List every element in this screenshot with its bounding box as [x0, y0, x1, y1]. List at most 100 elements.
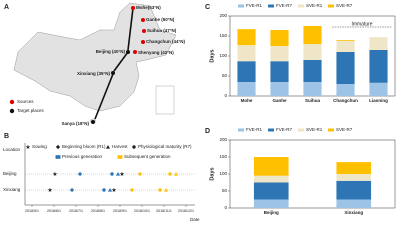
bar-segment — [369, 82, 388, 96]
annotation: Immature — [351, 21, 372, 27]
bar-segment — [336, 180, 372, 200]
bar-segment — [303, 60, 322, 82]
legend-swatch — [328, 4, 334, 8]
event-marker — [174, 172, 178, 176]
x-axis-label: Date — [190, 217, 200, 222]
bar-segment — [253, 182, 289, 200]
x-tick-label: Suihua — [305, 98, 320, 103]
panel-label: D — [205, 128, 210, 135]
bar-segment — [270, 46, 289, 62]
legend-swatch — [55, 144, 61, 150]
x-tick-label: 2018/11/1 — [156, 209, 172, 213]
source-dots — [131, 6, 146, 54]
x-tick-label: 2018/5/1 — [25, 209, 39, 213]
y-tick-label: 200 — [219, 137, 227, 142]
bar-segment — [253, 199, 289, 208]
bar-segment — [303, 26, 322, 44]
place-label: Ganhe (50°N) — [146, 17, 175, 22]
event-marker — [158, 188, 162, 192]
legend-swatch — [117, 155, 123, 159]
bar-segment — [237, 29, 256, 46]
legend-swatch — [268, 4, 274, 8]
x-tick-label: 2018/8/1 — [91, 209, 105, 213]
legend-swatch — [298, 4, 304, 8]
y-tick-label: 200 — [219, 13, 227, 18]
legend-label: Target places — [17, 108, 45, 113]
place-label: Xinxiang (35°N) — [77, 71, 111, 76]
bar-segment — [336, 162, 372, 174]
x-tick-label: Ganhe — [272, 98, 287, 103]
x-tick-label: Xinxiang — [344, 210, 363, 215]
place-label: Beijing (40°N) — [96, 49, 126, 54]
legend-label: Sources — [17, 99, 34, 104]
bar-segment — [237, 61, 256, 82]
y-tick-label: 0 — [224, 205, 227, 210]
y-tick-label: 50 — [222, 188, 228, 193]
bar-segment — [369, 37, 388, 50]
bar-segment — [270, 82, 289, 96]
y-axis-label: Days — [209, 167, 215, 180]
y-tick-label: 0 — [224, 93, 227, 98]
x-tick-label: Liaoning — [369, 98, 388, 103]
panel-label: B — [4, 133, 9, 140]
x-tick-label: 2018/6/1 — [47, 209, 61, 213]
timeline-marks: ★ Sowing Beginning bloom (R1) Harvest Physio… — [25, 144, 195, 213]
event-marker — [137, 171, 143, 177]
country-outline — [13, 2, 177, 112]
place-label: Changchun (44°N) — [146, 39, 186, 44]
event-marker — [110, 172, 114, 176]
legend-label: Previous generation — [62, 154, 103, 159]
row-label: Xinxiang — [3, 187, 21, 192]
charts: C Days FVE-R1 FVE-R7 SVE-R1 SVE-R7 0 50 100 150 20… — [205, 3, 396, 215]
legend-label: FVE-R7 — [276, 3, 293, 8]
legend-label: Harvest — [112, 144, 128, 149]
legend-label: FVE-R7 — [276, 127, 293, 132]
legend-label: Beginning bloom (R1) — [62, 144, 106, 149]
panel-label: C — [205, 4, 210, 11]
legend-swatch — [106, 145, 110, 149]
legend-label: SVE-R7 — [336, 3, 353, 8]
x-tick-label: 2018/9/1 — [113, 209, 127, 213]
legend-label: FVE-R1 — [246, 3, 263, 8]
bar-segment — [336, 40, 355, 52]
event-marker: ★ — [111, 187, 116, 194]
bar-segment — [253, 175, 289, 183]
x-tick-label: Beijing — [264, 210, 279, 215]
event-marker — [77, 171, 83, 177]
bar-segment — [303, 82, 322, 96]
legend-swatch — [238, 4, 244, 8]
legend-swatch — [9, 99, 15, 105]
event-marker — [129, 187, 135, 193]
legend-swatch — [328, 128, 334, 132]
bar-segment — [336, 174, 372, 181]
bar-segment — [336, 199, 372, 208]
bar-segment — [237, 45, 256, 62]
x-tick-label: Changchun — [333, 98, 358, 103]
place-label: Suihua (47°N) — [147, 28, 177, 33]
target-dots — [91, 50, 130, 124]
event-marker — [164, 188, 168, 192]
bar-segment — [369, 50, 388, 83]
event-marker: ★ — [52, 171, 57, 178]
y-tick-label: 100 — [219, 53, 227, 58]
legend-swatch: ★ — [25, 144, 30, 151]
legend-swatch — [238, 128, 244, 132]
legend-swatch — [132, 145, 136, 149]
row-label: Beijing — [3, 171, 17, 176]
bar-segment — [237, 82, 256, 96]
place-label: Mohe(53°N) — [136, 5, 161, 10]
bar-segment — [303, 44, 322, 60]
bar-segment — [253, 157, 289, 176]
y-tick-label: 50 — [222, 73, 228, 78]
event-marker — [69, 187, 75, 193]
inset-box — [155, 85, 175, 115]
legend-label: SVE-R7 — [336, 127, 353, 132]
legend-label: Physiological maturity (R7) — [138, 144, 192, 149]
legend-swatch — [9, 108, 15, 114]
x-tick-label: Mohe — [241, 98, 253, 103]
event-marker: ★ — [119, 171, 124, 178]
event-marker: ★ — [47, 187, 52, 194]
legend-label: FVE-R1 — [246, 127, 263, 132]
place-label: Shenyang (42°N) — [138, 50, 174, 55]
bar-segment — [270, 61, 289, 82]
